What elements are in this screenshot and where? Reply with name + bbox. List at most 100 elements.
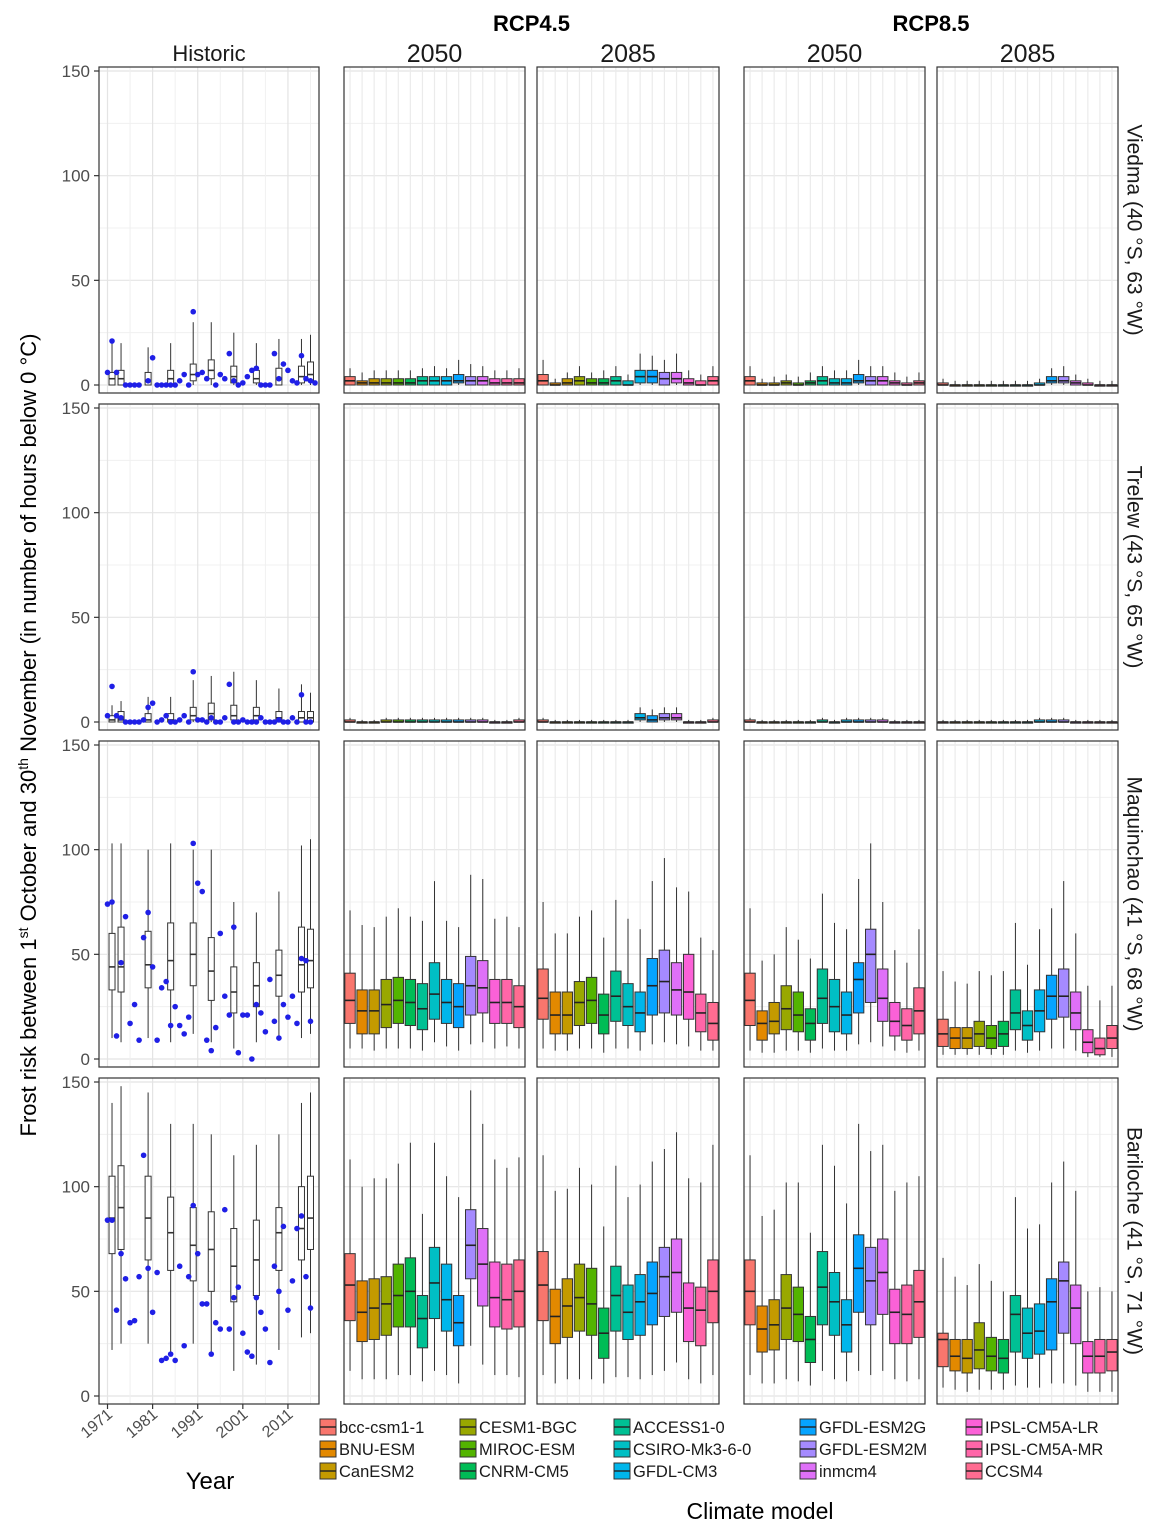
box-body <box>634 713 646 721</box>
observation-point <box>163 1355 169 1362</box>
box-body <box>306 928 314 989</box>
panel-border <box>936 740 1119 1068</box>
observation-point <box>131 382 138 388</box>
facet-panel <box>536 403 720 731</box>
observation-point <box>249 1056 255 1062</box>
box-body <box>368 1278 380 1340</box>
box-body <box>658 1246 671 1317</box>
observation-point <box>154 1269 160 1276</box>
y-tick-label: 0 <box>81 1387 90 1406</box>
panel-border <box>743 1077 926 1405</box>
box-body <box>117 926 125 993</box>
panel-border <box>343 403 526 731</box>
legend-label: CESM1-BGC <box>479 1419 577 1437</box>
observation-point <box>172 382 178 388</box>
observation-point <box>258 1010 264 1016</box>
box-body <box>189 706 197 721</box>
box-body <box>108 1175 116 1255</box>
box-body <box>852 374 865 384</box>
observation-point <box>149 700 156 706</box>
facet-panel <box>936 1077 1119 1405</box>
box-body <box>537 374 549 386</box>
observation-point <box>212 382 219 388</box>
observation-point <box>298 955 305 962</box>
observation-point <box>208 1047 215 1054</box>
legend-label: IPSL-CM5A-MR <box>985 1441 1103 1459</box>
observation-point <box>294 380 300 386</box>
box-body <box>585 1267 598 1336</box>
box-body <box>537 1251 549 1322</box>
observation-point <box>262 1326 269 1332</box>
observation-point <box>127 1319 133 1326</box>
observation-point <box>271 1018 278 1025</box>
facet-panel <box>743 403 926 731</box>
x-tick-label: 1991 <box>168 1406 206 1442</box>
observation-point <box>235 719 242 725</box>
observation-point <box>149 354 156 361</box>
box-body <box>108 932 116 991</box>
observation-point <box>217 930 224 937</box>
box-body <box>252 962 260 1008</box>
panel-border <box>936 1077 1119 1405</box>
panel-border <box>936 403 1119 731</box>
facet-panel <box>343 403 526 731</box>
box-body <box>877 968 889 1022</box>
y-tick-label: 150 <box>62 399 90 418</box>
box-body <box>573 981 586 1027</box>
box-body <box>416 983 429 1031</box>
observation-point <box>109 1217 115 1223</box>
facet-panel <box>936 66 1119 394</box>
box-body <box>997 1338 1010 1374</box>
box-body <box>816 1251 829 1326</box>
box-body <box>1070 1284 1082 1345</box>
observation-point <box>231 719 237 725</box>
box-body <box>658 713 671 721</box>
observation-point <box>131 719 138 725</box>
y-tick-label: 150 <box>62 736 90 755</box>
box-body <box>682 378 695 386</box>
panel-border <box>743 66 926 394</box>
box-body <box>682 953 695 1020</box>
box-body <box>252 369 260 384</box>
panel-border <box>343 740 526 1068</box>
box-body <box>1082 1029 1094 1054</box>
observation-point <box>163 978 169 985</box>
observation-point <box>194 371 201 378</box>
facet-panel <box>98 403 320 731</box>
box-body <box>744 1259 756 1326</box>
observation-point <box>176 717 183 723</box>
observation-point <box>280 1223 287 1230</box>
column-header: 2085 <box>1000 40 1056 68</box>
box-body <box>230 704 238 721</box>
observation-point <box>289 715 296 721</box>
observation-point <box>145 378 151 384</box>
legend-item: CSIRO-Mk3-6-0 <box>613 1440 751 1459</box>
observation-point <box>203 1301 210 1307</box>
box-body <box>1033 1303 1046 1355</box>
facet-panel <box>98 1077 320 1405</box>
box-body <box>380 378 392 386</box>
legend-item: bcc-csm1-1 <box>319 1418 424 1437</box>
y-axis-title-part: November (in number of hours below 0 °C) <box>16 334 41 759</box>
box-body <box>598 993 610 1035</box>
box-body <box>513 1259 525 1328</box>
observation-point <box>208 1351 215 1357</box>
observation-point <box>276 717 282 723</box>
panel-border <box>536 403 720 731</box>
observation-point <box>285 1307 291 1313</box>
box-body <box>1106 1025 1118 1050</box>
observation-point <box>104 1217 111 1223</box>
box-body <box>501 1263 513 1330</box>
observation-point <box>199 369 206 376</box>
box-body <box>477 1228 489 1307</box>
box-body <box>537 968 549 1020</box>
column-header: 2085 <box>600 40 656 68</box>
facet-panel <box>98 740 320 1068</box>
y-axis-title-part: October and 30 <box>16 770 41 928</box>
y-tick-label: 100 <box>62 167 90 186</box>
observation-point <box>190 668 197 675</box>
observation-point <box>158 985 165 991</box>
observation-point <box>122 1275 129 1282</box>
box-body <box>670 713 683 721</box>
y-tick-label: 0 <box>81 713 90 732</box>
